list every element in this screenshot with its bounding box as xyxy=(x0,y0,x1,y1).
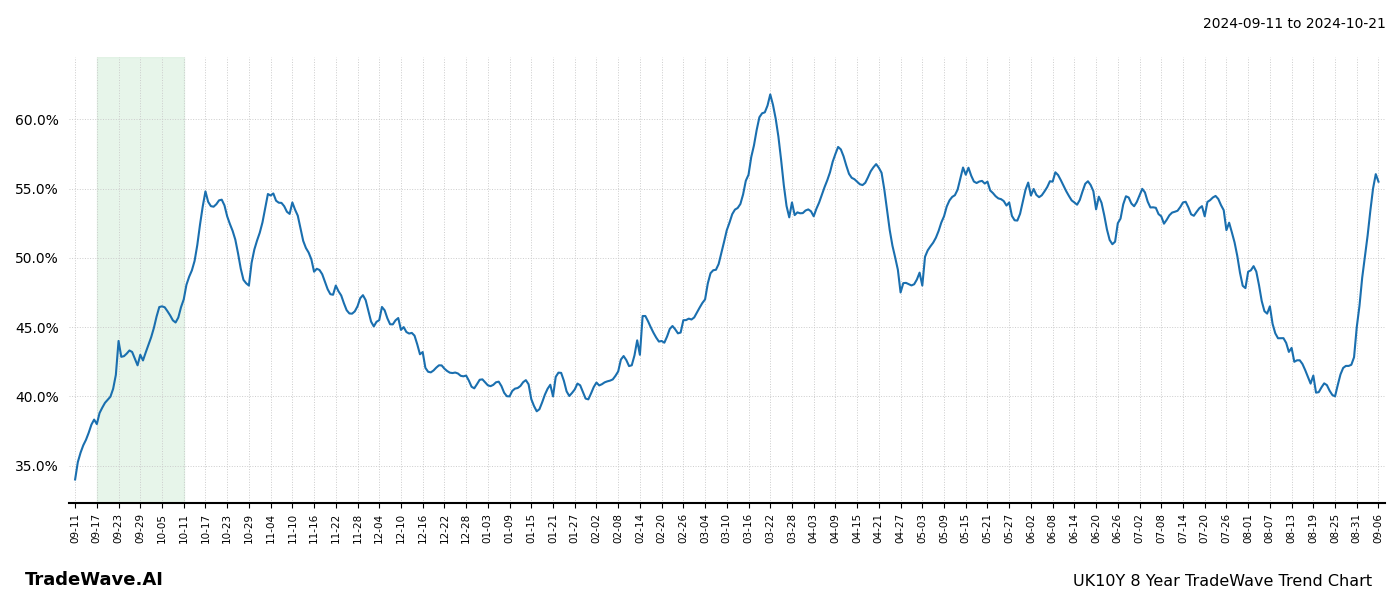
Bar xyxy=(97,57,183,503)
Text: UK10Y 8 Year TradeWave Trend Chart: UK10Y 8 Year TradeWave Trend Chart xyxy=(1072,574,1372,589)
Text: TradeWave.AI: TradeWave.AI xyxy=(25,571,164,589)
Text: 2024-09-11 to 2024-10-21: 2024-09-11 to 2024-10-21 xyxy=(1203,17,1386,31)
